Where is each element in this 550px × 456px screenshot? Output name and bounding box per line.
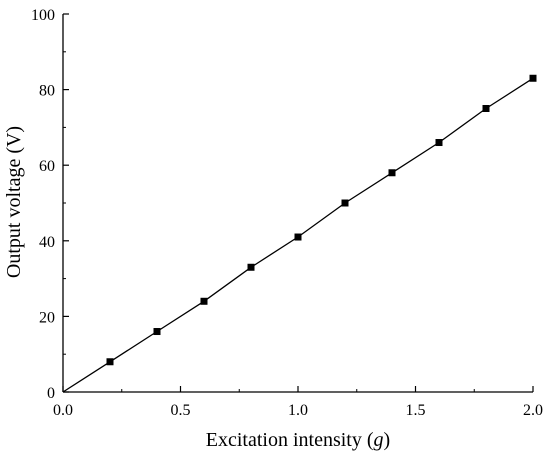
y-tick-label: 20 — [39, 309, 55, 326]
axes — [62, 14, 533, 393]
x-tick-label: 1.0 — [288, 402, 308, 419]
y-tick-label: 80 — [39, 83, 55, 100]
data-point — [247, 263, 255, 271]
y-tick-label: 100 — [31, 7, 55, 24]
y-tick-label: 0 — [47, 385, 55, 402]
x-tick-label: 1.5 — [406, 402, 426, 419]
x-tick-label: 0.5 — [171, 402, 191, 419]
x-tick-label: 2.0 — [523, 402, 543, 419]
x-tick-label: 0.0 — [53, 402, 73, 419]
x-axis-title: Excitation intensity (g) — [206, 429, 390, 451]
data-point — [435, 139, 443, 147]
data-point — [106, 358, 114, 366]
x-axis-title-unit: g — [374, 429, 384, 451]
data-point — [482, 105, 490, 112]
x-axis-title-close: ) — [384, 429, 391, 451]
y-tick-label: 60 — [39, 158, 55, 175]
y-axis-title: Output voltage (V) — [3, 126, 25, 278]
data-point — [153, 328, 161, 336]
x-axis-title-main: Excitation intensity ( — [206, 429, 374, 451]
y-tick-label: 40 — [39, 234, 55, 251]
series — [62, 74, 537, 393]
data-point — [294, 233, 302, 241]
data-point — [341, 199, 349, 207]
data-point — [388, 169, 396, 177]
ticks: 0.0 0.5 1.0 1.5 2.0 0 20 40 60 80 100 — [31, 7, 543, 419]
data-point — [529, 74, 537, 82]
data-point — [200, 297, 208, 305]
